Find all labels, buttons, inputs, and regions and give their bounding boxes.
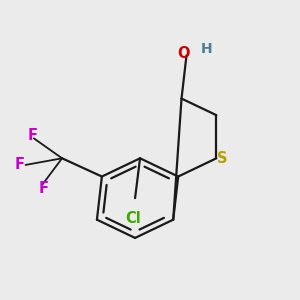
Text: O: O [177,46,189,61]
Text: S: S [217,151,228,166]
Text: Cl: Cl [125,211,141,226]
Text: F: F [27,128,37,142]
Text: F: F [39,181,49,196]
Text: F: F [15,158,25,172]
Text: H: H [201,42,212,56]
